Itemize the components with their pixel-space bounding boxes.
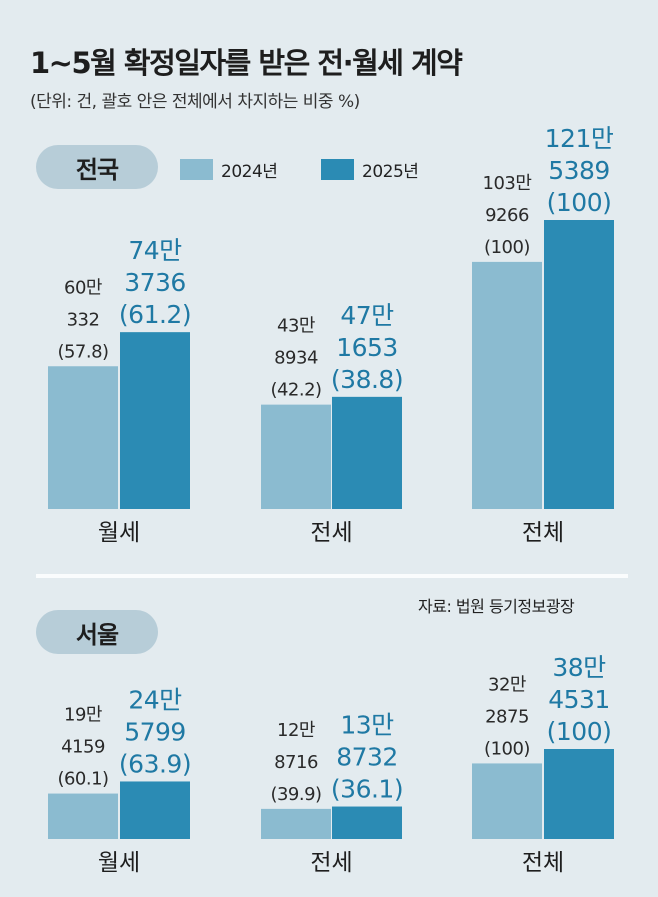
data-label-전국-월세-2025년-line2: (61.2) bbox=[119, 300, 191, 329]
data-label-전국-전체-2025년-line1: 5389 bbox=[548, 156, 610, 185]
data-label-서울-전체-2025년-line1: 4531 bbox=[548, 685, 610, 714]
data-label-서울-월세-2025년-line0: 24만 bbox=[128, 685, 182, 714]
legend-2025: 2025년 bbox=[321, 157, 419, 182]
bar-전국-월세-2024년 bbox=[48, 366, 118, 509]
chart-subtitle: (단위: 건, 괄호 안은 전체에서 차지하는 비중 %) bbox=[30, 92, 360, 112]
data-label-서울-월세-2024년-line1: 4159 bbox=[61, 737, 105, 758]
category-label-전국-월세: 월세 bbox=[98, 520, 140, 546]
data-label-서울-월세-2024년-line2: (60.1) bbox=[57, 769, 108, 790]
data-label-서울-전세-2025년-line0: 13만 bbox=[340, 711, 394, 740]
bar-전국-전체-2024년 bbox=[472, 261, 542, 509]
data-label-전국-전체-2024년-line2: (100) bbox=[484, 237, 530, 258]
bar-서울-전세-2024년 bbox=[261, 808, 331, 839]
data-label-서울-전세-2024년-line2: (39.9) bbox=[270, 784, 321, 805]
category-label-서울-전세: 전세 bbox=[310, 850, 352, 876]
bar-전국-전세-2025년 bbox=[332, 396, 402, 509]
data-label-전국-월세-2025년-line0: 74만 bbox=[128, 236, 182, 265]
data-label-서울-전체-2025년-line0: 38만 bbox=[552, 653, 606, 682]
bar-서울-월세-2024년 bbox=[48, 793, 118, 839]
section-divider bbox=[36, 574, 628, 578]
data-label-서울-월세-2024년-line0: 19만 bbox=[64, 705, 102, 726]
data-label-전국-전체-2024년-line1: 9266 bbox=[485, 205, 529, 226]
data-label-전국-전세-2025년-line2: (38.8) bbox=[331, 365, 403, 394]
category-label-전국-전세: 전세 bbox=[310, 520, 352, 546]
data-label-서울-전세-2024년-line1: 8716 bbox=[274, 752, 318, 773]
data-label-전국-월세-2025년-line1: 3736 bbox=[124, 268, 186, 297]
data-label-서울-전세-2024년-line0: 12만 bbox=[277, 720, 315, 741]
bar-전국-월세-2025년 bbox=[120, 332, 190, 509]
bar-전국-전세-2024년 bbox=[261, 404, 331, 509]
legend-label-2025: 2025년 bbox=[362, 162, 419, 182]
category-label-서울-전체: 전체 bbox=[522, 850, 564, 876]
source-note: 자료: 법원 등기정보광장 bbox=[418, 597, 575, 616]
bar-서울-월세-2025년 bbox=[120, 781, 190, 839]
data-label-서울-전세-2025년-line1: 8732 bbox=[336, 743, 398, 772]
bar-서울-전체-2025년 bbox=[544, 749, 614, 839]
bar-전국-전체-2025년 bbox=[544, 220, 614, 509]
legend-swatch-2025 bbox=[321, 159, 354, 180]
data-label-전국-전세-2024년-line0: 43만 bbox=[277, 316, 315, 337]
region-badge-seoul: 서울 bbox=[36, 610, 158, 654]
data-label-전국-전세-2024년-line1: 8934 bbox=[274, 348, 318, 369]
legend-swatch-2024 bbox=[180, 159, 213, 180]
data-label-전국-전세-2024년-line2: (42.2) bbox=[270, 380, 321, 401]
category-label-전국-전체: 전체 bbox=[522, 520, 564, 546]
chart-title: 1~5월 확정일자를 받은 전·월세 계약 bbox=[30, 46, 463, 80]
legend-label-2024: 2024년 bbox=[221, 162, 278, 182]
data-label-서울-전체-2024년-line2: (100) bbox=[484, 738, 530, 759]
data-label-전국-월세-2024년-line0: 60만 bbox=[64, 277, 102, 298]
data-label-서울-전체-2024년-line1: 2875 bbox=[485, 706, 529, 727]
data-label-서울-월세-2025년-line1: 5799 bbox=[124, 717, 186, 746]
data-label-전국-월세-2024년-line1: 332 bbox=[67, 309, 100, 330]
data-label-전국-전세-2025년-line1: 1653 bbox=[336, 333, 398, 362]
data-label-전국-전체-2024년-line0: 103만 bbox=[483, 173, 532, 194]
data-label-서울-월세-2025년-line2: (63.9) bbox=[119, 749, 191, 778]
data-label-서울-전체-2025년-line2: (100) bbox=[547, 717, 612, 746]
legend-2024: 2024년 bbox=[180, 157, 278, 182]
bar-서울-전체-2024년 bbox=[472, 763, 542, 839]
data-label-서울-전세-2025년-line2: (36.1) bbox=[331, 775, 403, 804]
data-label-전국-전세-2025년-line0: 47만 bbox=[340, 301, 394, 330]
bar-서울-전세-2025년 bbox=[332, 806, 402, 839]
data-label-전국-전체-2025년-line0: 121만 bbox=[545, 124, 614, 153]
region-badge-national: 전국 bbox=[36, 145, 158, 189]
data-label-서울-전체-2024년-line0: 32만 bbox=[488, 674, 526, 695]
data-label-전국-월세-2024년-line2: (57.8) bbox=[57, 341, 108, 362]
data-label-전국-전체-2025년-line2: (100) bbox=[547, 188, 612, 217]
category-label-서울-월세: 월세 bbox=[98, 850, 140, 876]
